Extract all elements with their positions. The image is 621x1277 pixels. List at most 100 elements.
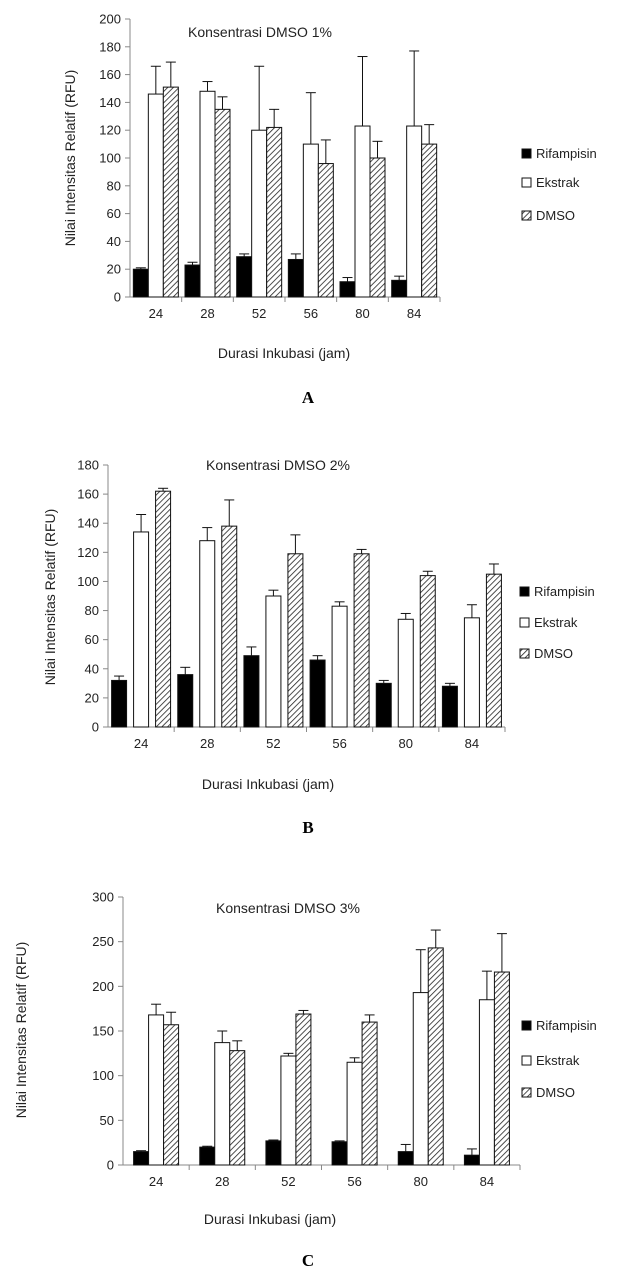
y-axis-label: Nilai Intensitas Relatif (RFU) xyxy=(42,509,58,686)
legend-label-ekstrak: Ekstrak xyxy=(534,615,578,630)
chart-title: Konsentrasi DMSO 1% xyxy=(188,24,332,40)
x-tick-label: 52 xyxy=(252,306,266,321)
x-tick-label: 28 xyxy=(200,306,214,321)
legend-swatch-ekstrak xyxy=(521,1055,532,1066)
bar-dmso xyxy=(493,971,510,1166)
legend-swatch-dmso xyxy=(519,648,530,659)
bar-rifampisin xyxy=(243,655,260,728)
legend-swatch-ekstrak xyxy=(519,617,530,628)
y-tick-label: 0 xyxy=(107,1158,114,1173)
legend-label-rifampisin: Rifampisin xyxy=(536,146,597,161)
y-tick-label: 100 xyxy=(99,151,121,166)
bar-rifampisin xyxy=(133,1151,150,1166)
bar-rifampisin xyxy=(177,674,194,728)
y-tick-label: 100 xyxy=(92,1068,114,1083)
x-tick-label: 80 xyxy=(399,736,413,751)
bar-rifampisin xyxy=(199,1146,216,1166)
y-tick-label: 200 xyxy=(92,979,114,994)
bar-dmso xyxy=(221,525,238,728)
bar-dmso xyxy=(419,575,436,728)
legend-label-rifampisin: Rifampisin xyxy=(536,1018,597,1033)
y-tick-label: 60 xyxy=(85,632,99,647)
y-tick-label: 0 xyxy=(114,290,121,305)
bar-ekstrak xyxy=(397,618,414,728)
y-tick-label: 250 xyxy=(92,934,114,949)
bar-ekstrak xyxy=(251,129,268,298)
bar-rifampisin xyxy=(397,1151,414,1166)
bar-ekstrak xyxy=(412,992,429,1166)
x-tick-label: 80 xyxy=(355,306,369,321)
bar-dmso xyxy=(266,126,283,298)
bar-dmso xyxy=(214,108,231,298)
x-tick-label: 24 xyxy=(149,306,163,321)
x-tick-label: 84 xyxy=(407,306,421,321)
panel-label: A xyxy=(302,388,315,407)
y-tick-label: 120 xyxy=(99,123,121,138)
y-tick-label: 100 xyxy=(77,574,99,589)
x-tick-label: 84 xyxy=(480,1174,494,1189)
x-tick-label: 84 xyxy=(465,736,479,751)
legend-swatch-rifampisin xyxy=(521,1020,532,1031)
bar-dmso xyxy=(361,1021,378,1166)
bar-rifampisin xyxy=(184,264,201,298)
y-tick-label: 80 xyxy=(85,603,99,618)
bar-ekstrak xyxy=(199,540,216,728)
legend-label-rifampisin: Rifampisin xyxy=(534,584,595,599)
bar-dmso xyxy=(369,157,386,298)
bar-rifampisin xyxy=(132,268,149,298)
x-tick-label: 52 xyxy=(281,1174,295,1189)
bar-rifampisin xyxy=(339,281,356,298)
chart-panel-c: Konsentrasi DMSO 3% Durasi Inkubasi (jam… xyxy=(13,890,597,1271)
y-tick-label: 160 xyxy=(77,487,99,502)
bar-dmso xyxy=(163,1024,180,1166)
legend-swatch-rifampisin xyxy=(521,148,532,159)
x-axis-label: Durasi Inkubasi (jam) xyxy=(204,1211,336,1227)
y-axis-label: Nilai Intensitas Relatif (RFU) xyxy=(62,70,78,247)
bar-ekstrak xyxy=(199,90,216,298)
x-tick-label: 24 xyxy=(149,1174,163,1189)
bar-ekstrak xyxy=(280,1055,297,1166)
bar-dmso xyxy=(485,573,502,728)
y-tick-label: 120 xyxy=(77,545,99,560)
bar-dmso xyxy=(427,947,444,1166)
legend-swatch-ekstrak xyxy=(521,177,532,188)
bar-rifampisin xyxy=(391,279,408,298)
x-tick-label: 52 xyxy=(266,736,280,751)
y-tick-label: 140 xyxy=(99,95,121,110)
bar-ekstrak xyxy=(148,1014,165,1166)
legend-label-dmso: DMSO xyxy=(536,208,575,223)
bar-rifampisin xyxy=(463,1154,480,1166)
legend-label-ekstrak: Ekstrak xyxy=(536,175,580,190)
x-tick-label: 56 xyxy=(332,736,346,751)
x-axis-label: Durasi Inkubasi (jam) xyxy=(202,776,334,792)
x-tick-label: 28 xyxy=(200,736,214,751)
bar-dmso xyxy=(287,553,304,728)
bar-dmso xyxy=(155,490,172,728)
chart-panel-a: Konsentrasi DMSO 1% Durasi Inkubasi (jam… xyxy=(62,12,597,408)
y-tick-label: 140 xyxy=(77,516,99,531)
y-tick-label: 50 xyxy=(100,1113,114,1128)
bar-rifampisin xyxy=(309,659,326,728)
y-axis-label: Nilai Intensitas Relatif (RFU) xyxy=(13,942,29,1119)
bar-ekstrak xyxy=(406,125,423,298)
legend-swatch-dmso xyxy=(521,1087,532,1098)
y-tick-label: 40 xyxy=(85,661,99,676)
bar-ekstrak xyxy=(346,1061,363,1166)
panel-label: B xyxy=(302,818,313,837)
bar-ekstrak xyxy=(331,605,348,728)
panel-label: C xyxy=(302,1251,314,1270)
y-tick-label: 300 xyxy=(92,890,114,905)
y-tick-label: 20 xyxy=(107,262,121,277)
bar-dmso xyxy=(421,143,438,298)
bar-rifampisin xyxy=(236,256,253,298)
bar-ekstrak xyxy=(214,1042,231,1166)
bar-dmso xyxy=(317,163,334,298)
bar-ekstrak xyxy=(354,125,371,298)
bar-ekstrak xyxy=(133,531,150,728)
y-tick-label: 180 xyxy=(99,39,121,54)
x-tick-label: 56 xyxy=(304,306,318,321)
y-tick-label: 20 xyxy=(85,690,99,705)
y-tick-label: 0 xyxy=(92,720,99,735)
legend-label-dmso: DMSO xyxy=(536,1085,575,1100)
